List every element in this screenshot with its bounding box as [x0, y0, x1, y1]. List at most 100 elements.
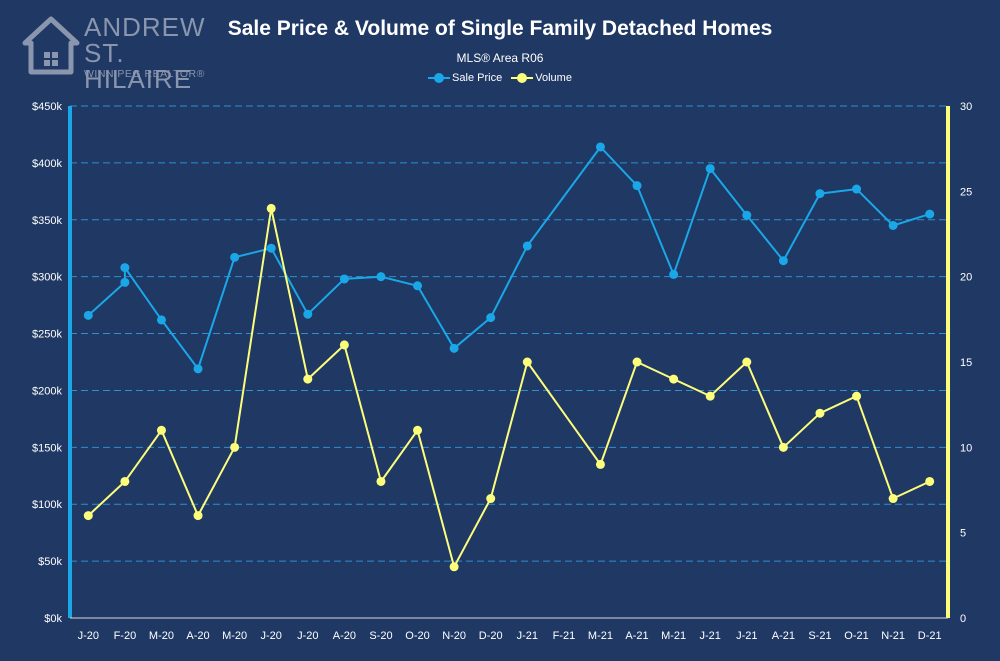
chart-title: Sale Price & Volume of Single Family Det…	[227, 17, 773, 40]
data-point-sale-price	[888, 220, 898, 230]
data-point-volume	[815, 408, 825, 418]
data-point-volume	[925, 476, 935, 486]
x-tick-label: M-20	[222, 630, 247, 642]
y-left-tick-label: $150k	[32, 442, 62, 454]
x-tick-label: O-21	[844, 630, 868, 642]
legend-item-volume: Volume	[511, 72, 572, 84]
data-point-sale-price	[83, 310, 93, 320]
x-tick-label: M-21	[588, 630, 613, 642]
data-point-volume	[522, 357, 532, 367]
x-tick-label: D-20	[479, 630, 503, 642]
data-point-volume	[303, 374, 313, 384]
y-left-tick-label: $350k	[32, 215, 62, 227]
logo-name-line1: ANDREW	[84, 12, 206, 42]
data-point-volume	[852, 391, 862, 401]
data-point-volume	[888, 494, 898, 504]
data-point-sale-price	[705, 164, 715, 174]
data-point-sale-price	[303, 309, 313, 319]
chart-subtitle: MLS® Area R06	[456, 51, 544, 65]
data-point-volume	[193, 511, 203, 521]
x-tick-label: F-20	[114, 630, 137, 642]
data-point-volume	[266, 203, 276, 213]
x-tick-label: J-20	[261, 630, 282, 642]
legend-label-sale-price: Sale Price	[452, 72, 503, 84]
x-tick-label: A-21	[625, 630, 648, 642]
y-left-tick-label: $50k	[38, 556, 62, 568]
legend-item-sale-price: Sale Price	[428, 72, 502, 84]
data-point-volume	[413, 425, 423, 435]
legend-swatch-sale-price	[428, 73, 451, 83]
y-left-tick-label: $0k	[44, 613, 62, 625]
series-line-volume	[87, 207, 931, 568]
x-tick-label: M-20	[149, 630, 174, 642]
y-left-tick-label: $300k	[32, 272, 62, 284]
data-point-sale-price	[266, 243, 276, 253]
data-point-sale-price	[376, 272, 386, 282]
x-tick-label: A-21	[772, 630, 795, 642]
x-tick-label: N-20	[442, 630, 466, 642]
data-point-volume	[120, 476, 130, 486]
x-tick-label: J-20	[297, 630, 318, 642]
data-point-volume	[486, 494, 496, 504]
data-point-sale-price	[522, 241, 532, 251]
data-point-volume	[376, 476, 386, 486]
x-tick-label: F-21	[553, 630, 576, 642]
realtor-logo: ANDREW ST. HILAIRE WINNIPEG REALTOR®	[22, 12, 222, 92]
data-point-sale-price	[669, 269, 679, 279]
data-point-sale-price	[852, 184, 862, 194]
data-point-volume	[705, 391, 715, 401]
data-point-volume	[632, 357, 642, 367]
y-right-tick-label: 30	[960, 101, 972, 113]
data-point-volume	[742, 357, 752, 367]
chart-legend: Sale Price Volume	[0, 72, 1000, 86]
data-point-volume	[669, 374, 679, 384]
data-point-volume	[156, 425, 166, 435]
data-point-volume	[778, 442, 788, 452]
y-left-tick-label: $450k	[32, 101, 62, 113]
x-tick-label: N-21	[881, 630, 905, 642]
x-tick-label: S-21	[808, 630, 831, 642]
data-point-sale-price	[486, 313, 496, 323]
data-point-volume	[449, 562, 459, 572]
x-tick-label: J-20	[78, 630, 99, 642]
series-line-sale-price	[87, 146, 930, 370]
x-tick-label: D-21	[918, 630, 942, 642]
data-point-sale-price	[632, 181, 642, 191]
y-right-tick-label: 15	[960, 357, 972, 369]
logo-name-line2: ST. HILAIRE	[84, 38, 193, 94]
data-point-sale-price	[778, 256, 788, 266]
data-point-sale-price	[742, 210, 752, 220]
y-right-tick-label: 0	[960, 613, 966, 625]
y-right-tick-label: 25	[960, 186, 972, 198]
y-right-tick-label: 20	[960, 272, 972, 284]
y-right-tick-label: 5	[960, 528, 966, 540]
x-tick-label: J-21	[517, 630, 538, 642]
y-left-tick-label: $200k	[32, 385, 62, 397]
y-left-tick-label: $100k	[32, 499, 62, 511]
data-point-sale-price	[595, 142, 605, 152]
x-tick-label: J-21	[736, 630, 757, 642]
data-point-volume	[230, 442, 240, 452]
house-logo-icon	[22, 16, 80, 75]
y-left-tick-label: $250k	[32, 329, 62, 341]
legend-label-volume: Volume	[535, 72, 572, 84]
data-point-volume	[595, 459, 605, 469]
data-point-sale-price	[815, 189, 825, 199]
x-tick-label: J-21	[700, 630, 721, 642]
data-point-sale-price	[230, 252, 240, 262]
y-right-tick-label: 10	[960, 442, 972, 454]
x-tick-label: M-21	[661, 630, 686, 642]
x-tick-label: A-20	[333, 630, 356, 642]
data-point-sale-price	[120, 277, 130, 287]
data-point-sale-price	[339, 274, 349, 284]
logo-tagline: WINNIPEG REALTOR®	[84, 68, 205, 80]
legend-swatch-volume	[511, 73, 534, 83]
x-tick-label: S-20	[369, 630, 392, 642]
data-point-sale-price	[120, 263, 130, 273]
data-point-sale-price	[413, 281, 423, 291]
y-left-tick-label: $400k	[32, 158, 62, 170]
data-point-sale-price	[156, 315, 166, 325]
x-tick-label: A-20	[186, 630, 209, 642]
data-point-sale-price	[449, 343, 459, 353]
